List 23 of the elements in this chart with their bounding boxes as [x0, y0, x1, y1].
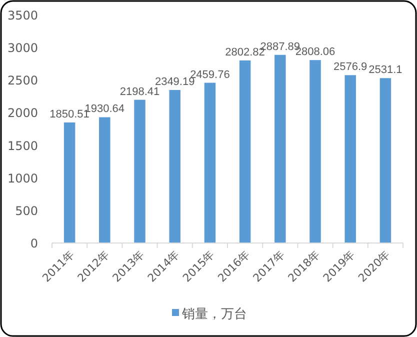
- bar: [344, 75, 356, 243]
- bar: [310, 60, 321, 243]
- y-tick-label: 1500: [7, 138, 38, 153]
- bar: [134, 100, 146, 243]
- bar: [239, 60, 251, 243]
- bar: [99, 117, 110, 243]
- bar: [380, 78, 392, 243]
- bar: [274, 54, 286, 243]
- y-tick-label: 500: [15, 204, 38, 218]
- y-tick-label: 2500: [7, 74, 38, 88]
- y-tick-label: 1000: [7, 171, 38, 186]
- legend-label: 销量，万台: [181, 307, 247, 322]
- y-tick-label: 0: [30, 236, 38, 250]
- y-tick-label: 2000: [7, 106, 38, 120]
- data-label: 2531.1: [368, 64, 402, 76]
- data-label: 2576.9: [334, 61, 368, 74]
- bar: [169, 90, 180, 243]
- data-label: 2198.41: [120, 86, 160, 98]
- data-label: 2349.19: [154, 76, 195, 88]
- bar: [64, 122, 76, 243]
- y-tick-label: 3500: [7, 8, 38, 22]
- bar: [204, 82, 216, 243]
- y-tick-label: 3000: [7, 41, 38, 56]
